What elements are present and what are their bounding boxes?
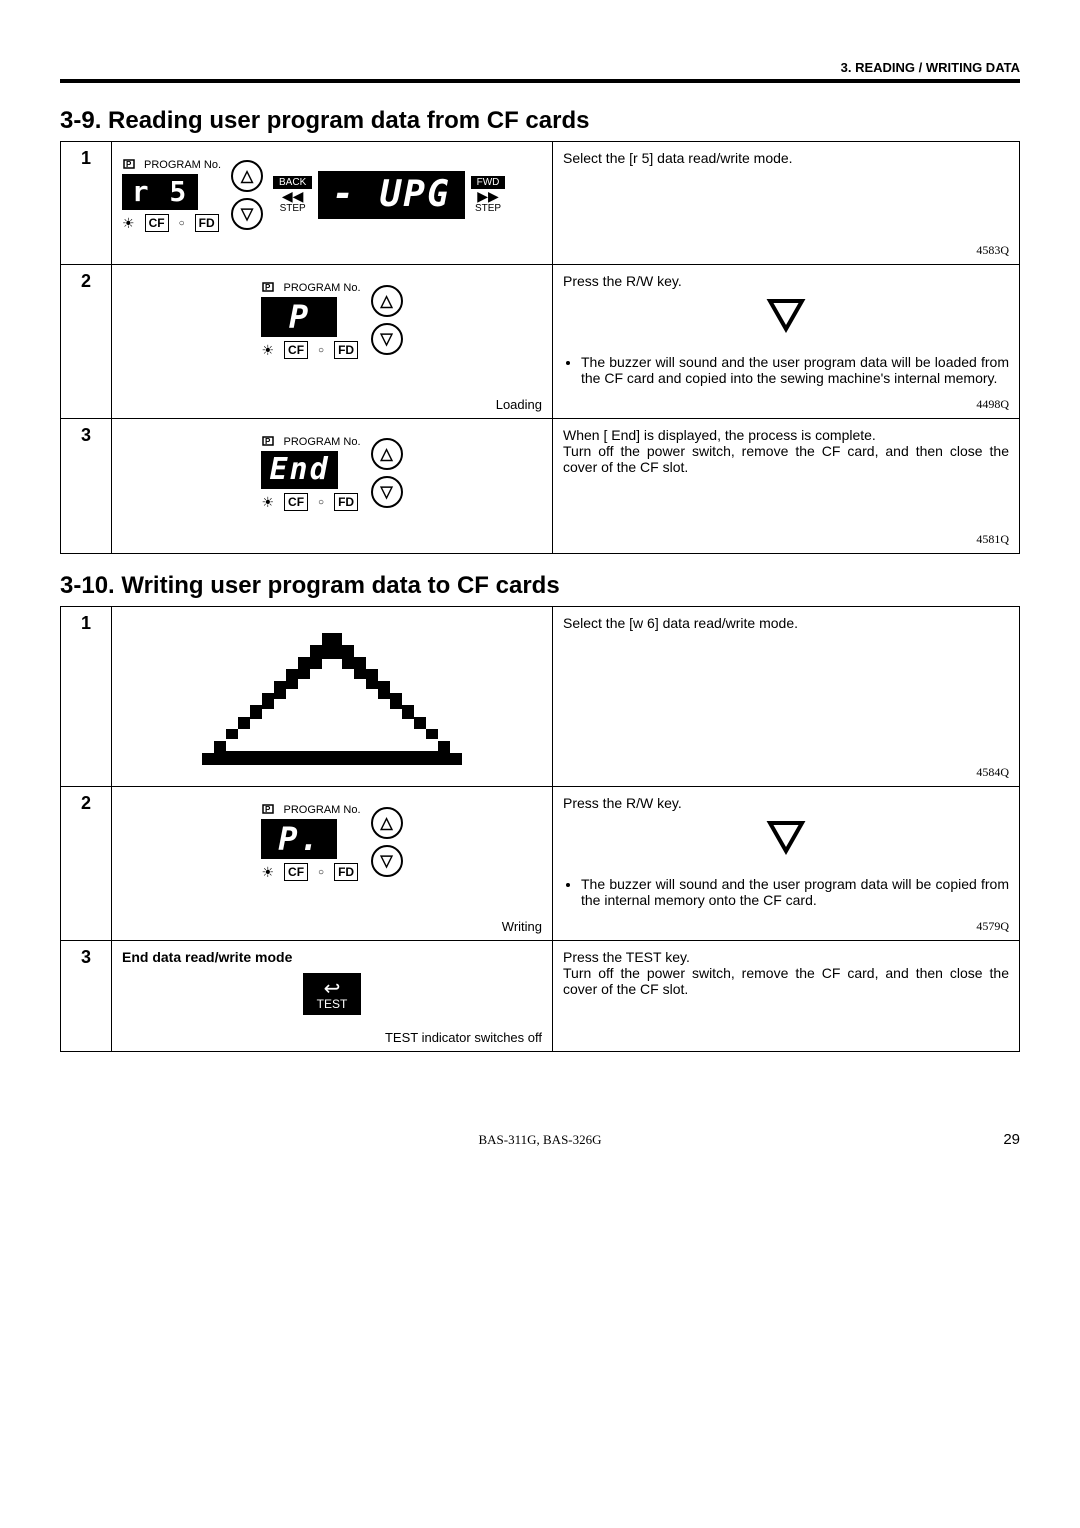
sun-icon: ☀ xyxy=(261,342,274,359)
program-icon: P xyxy=(261,281,279,295)
desc-text: Press the R/W key. xyxy=(563,795,1009,811)
rw-key-icon xyxy=(563,819,1009,858)
fd-icon: FD xyxy=(334,341,358,359)
up-button[interactable]: △ xyxy=(231,160,263,192)
step-illustration: P PROGRAM No. P ☀ CF ○ FD △ ▽ xyxy=(112,265,553,419)
step-description: Select the [w 6] data read/write mode. 4… xyxy=(553,607,1020,787)
off-indicator: ○ xyxy=(179,218,185,229)
qcode: 4583Q xyxy=(976,243,1009,258)
sun-icon: ☀ xyxy=(122,215,135,232)
page-footer: BAS-311G, BAS-326G 29 xyxy=(60,1132,1020,1148)
step-number: 2 xyxy=(61,265,112,419)
program-label: PROGRAM No. xyxy=(283,804,360,816)
fd-icon: FD xyxy=(195,214,219,232)
cf-icon: CF xyxy=(284,863,308,881)
cf-icon: CF xyxy=(284,341,308,359)
step-number: 3 xyxy=(61,941,112,1052)
desc-text-2: Turn off the power switch, remove the CF… xyxy=(563,965,1009,997)
step-number: 2 xyxy=(61,787,112,941)
sun-icon: ☀ xyxy=(261,864,274,881)
display-main: r 5 xyxy=(122,174,198,210)
header-rule xyxy=(60,79,1020,83)
rw-key-icon xyxy=(563,297,1009,336)
fwd-step-button[interactable]: FWD ▶▶ STEP xyxy=(471,176,506,214)
cf-icon: CF xyxy=(284,493,308,511)
svg-text:P: P xyxy=(126,160,132,169)
step-illustration: P PROGRAM No. End ☀ CF ○ FD △ ▽ xyxy=(112,419,553,554)
display-big: - UPG xyxy=(318,171,464,219)
qcode: 4498Q xyxy=(976,397,1009,412)
step-description: Select the [r 5] data read/write mode. 4… xyxy=(553,142,1020,265)
desc-text: Select the [r 5] data read/write mode. xyxy=(563,150,1009,166)
program-label: PROGRAM No. xyxy=(283,436,360,448)
test-label: TEST xyxy=(317,997,348,1011)
down-button[interactable]: ▽ xyxy=(371,323,403,355)
program-label: PROGRAM No. xyxy=(283,282,360,294)
off-indicator: ○ xyxy=(318,497,324,508)
program-icon: P xyxy=(261,803,279,817)
desc-text-1: When [ End] is displayed, the process is… xyxy=(563,427,1009,443)
bullet-text: The buzzer will sound and the user progr… xyxy=(581,354,1009,386)
svg-text:P: P xyxy=(265,283,271,292)
display-main: P xyxy=(261,297,337,337)
steps-table-2: 1 xyxy=(60,606,1020,1052)
svg-text:P: P xyxy=(265,437,271,446)
fd-icon: FD xyxy=(334,863,358,881)
up-button[interactable]: △ xyxy=(371,438,403,470)
desc-text-2: Turn off the power switch, remove the CF… xyxy=(563,443,1009,475)
step-description: When [ End] is displayed, the process is… xyxy=(553,419,1020,554)
step-description: Press the TEST key. Turn off the power s… xyxy=(553,941,1020,1052)
step-number: 1 xyxy=(61,607,112,787)
step-illustration: P PROGRAM No. r 5 ☀ CF ○ FD △ ▽ xyxy=(112,142,553,265)
sun-icon: ☀ xyxy=(261,494,274,511)
display-main: End xyxy=(261,451,337,489)
step-illustration xyxy=(112,607,553,787)
subtitle: End data read/write mode xyxy=(122,949,542,965)
subcaption: Loading xyxy=(496,397,542,412)
pixel-triangle-icon xyxy=(152,625,512,768)
up-button[interactable]: △ xyxy=(371,807,403,839)
svg-text:P: P xyxy=(265,805,271,814)
cf-icon: CF xyxy=(145,214,169,232)
down-button[interactable]: ▽ xyxy=(371,476,403,508)
step-illustration: P PROGRAM No. P. ☀ CF ○ FD △ ▽ xyxy=(112,787,553,941)
step-number: 3 xyxy=(61,419,112,554)
indicator-note: TEST indicator switches off xyxy=(385,1030,542,1045)
program-icon: P xyxy=(122,158,140,172)
bullet-text: The buzzer will sound and the user progr… xyxy=(581,876,1009,908)
desc-text: Select the [w 6] data read/write mode. xyxy=(563,615,1009,631)
off-indicator: ○ xyxy=(318,345,324,356)
down-button[interactable]: ▽ xyxy=(231,198,263,230)
down-button[interactable]: ▽ xyxy=(371,845,403,877)
model-text: BAS-311G, BAS-326G xyxy=(478,1132,601,1147)
return-icon: ↩ xyxy=(317,981,348,997)
fd-icon: FD xyxy=(334,493,358,511)
qcode: 4584Q xyxy=(976,765,1009,780)
breadcrumb: 3. READING / WRITING DATA xyxy=(60,60,1020,75)
program-icon: P xyxy=(261,435,279,449)
desc-text: Press the R/W key. xyxy=(563,273,1009,289)
step-illustration: End data read/write mode ↩ TEST TEST ind… xyxy=(112,941,553,1052)
desc-text-1: Press the TEST key. xyxy=(563,949,1009,965)
qcode: 4579Q xyxy=(976,919,1009,934)
display-main: P. xyxy=(261,819,337,859)
page-number: 29 xyxy=(1003,1131,1020,1148)
qcode: 4581Q xyxy=(976,532,1009,547)
back-step-button[interactable]: BACK ◀◀ STEP xyxy=(273,176,312,214)
section-title-2: 3-10. Writing user program data to CF ca… xyxy=(60,572,1020,600)
off-indicator: ○ xyxy=(318,867,324,878)
up-button[interactable]: △ xyxy=(371,285,403,317)
test-button[interactable]: ↩ TEST xyxy=(303,973,362,1015)
section-title-1: 3-9. Reading user program data from CF c… xyxy=(60,107,1020,135)
program-label: PROGRAM No. xyxy=(144,159,221,171)
step-description: Press the R/W key. The buzzer will sound… xyxy=(553,787,1020,941)
step-number: 1 xyxy=(61,142,112,265)
step-description: Press the R/W key. The buzzer will sound… xyxy=(553,265,1020,419)
subcaption: Writing xyxy=(502,919,542,934)
steps-table-1: 1 P PROGRAM No. r 5 ☀ CF ○ FD xyxy=(60,141,1020,554)
